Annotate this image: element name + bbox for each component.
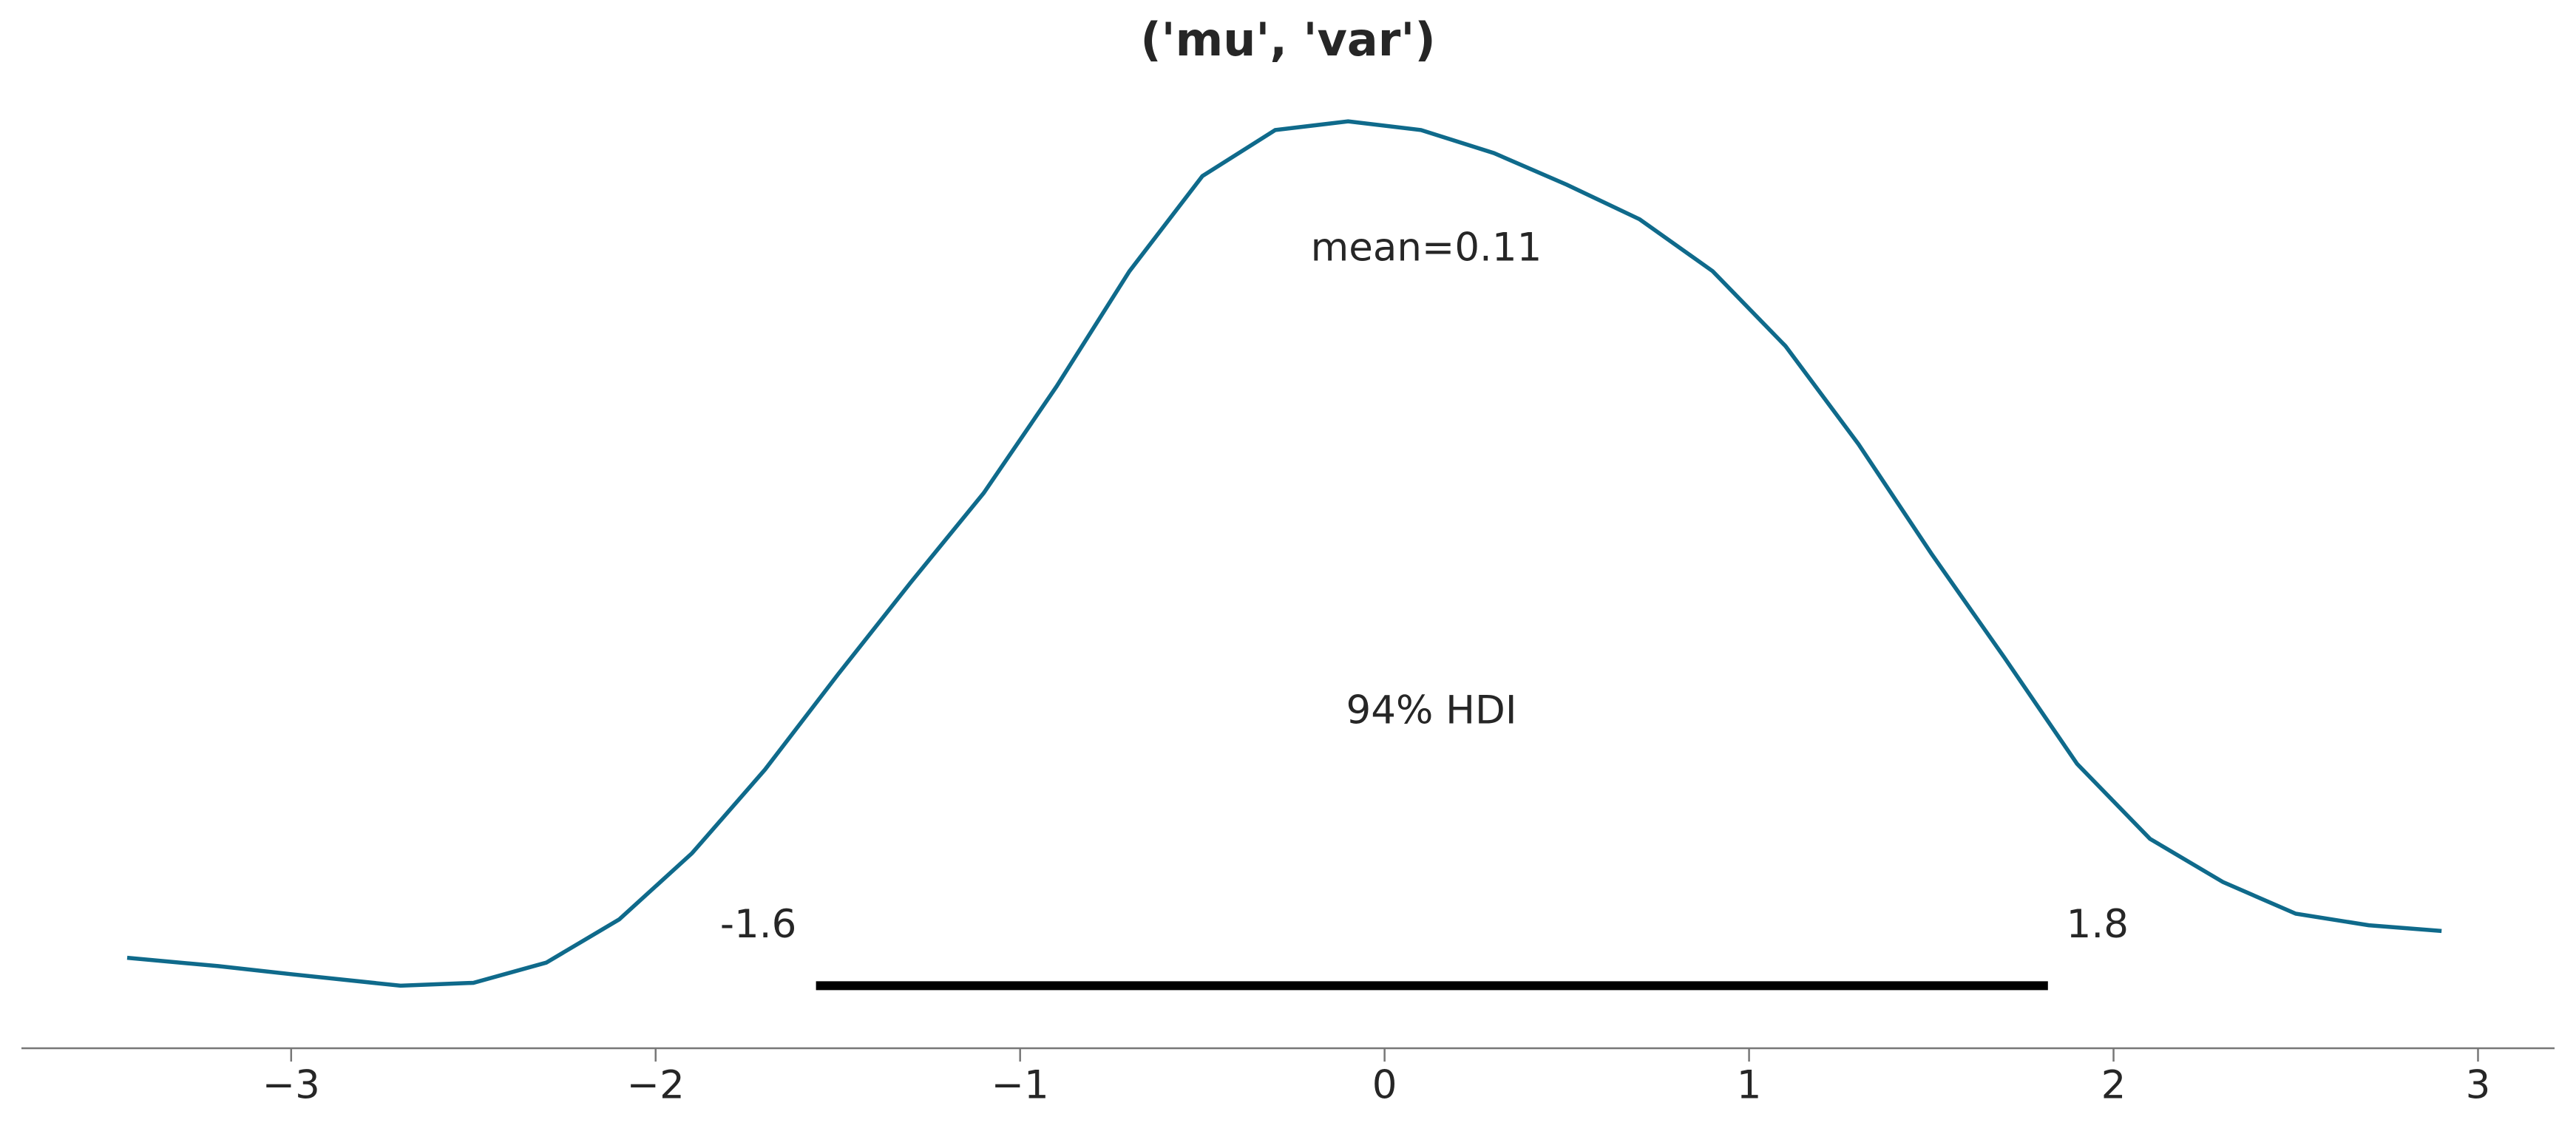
density-line	[126, 119, 2442, 988]
hdi-low-label: -1.6	[720, 902, 796, 947]
x-tick-label: 1	[1737, 1063, 1762, 1108]
x-tick-label: 3	[2466, 1063, 2491, 1108]
hdi-high-label: 1.8	[2067, 902, 2129, 947]
x-tick-label: −1	[992, 1063, 1049, 1108]
x-tick-label: 0	[1372, 1063, 1397, 1108]
x-tick-label: −2	[627, 1063, 685, 1108]
hdi-label: 94% HDI	[1346, 688, 1517, 733]
x-tick-label: −3	[262, 1063, 320, 1108]
mean-label: mean=0.11	[1311, 225, 1542, 271]
x-tick-label: 2	[2101, 1063, 2126, 1108]
chart-title: ('mu', 'var')	[1140, 13, 1435, 67]
